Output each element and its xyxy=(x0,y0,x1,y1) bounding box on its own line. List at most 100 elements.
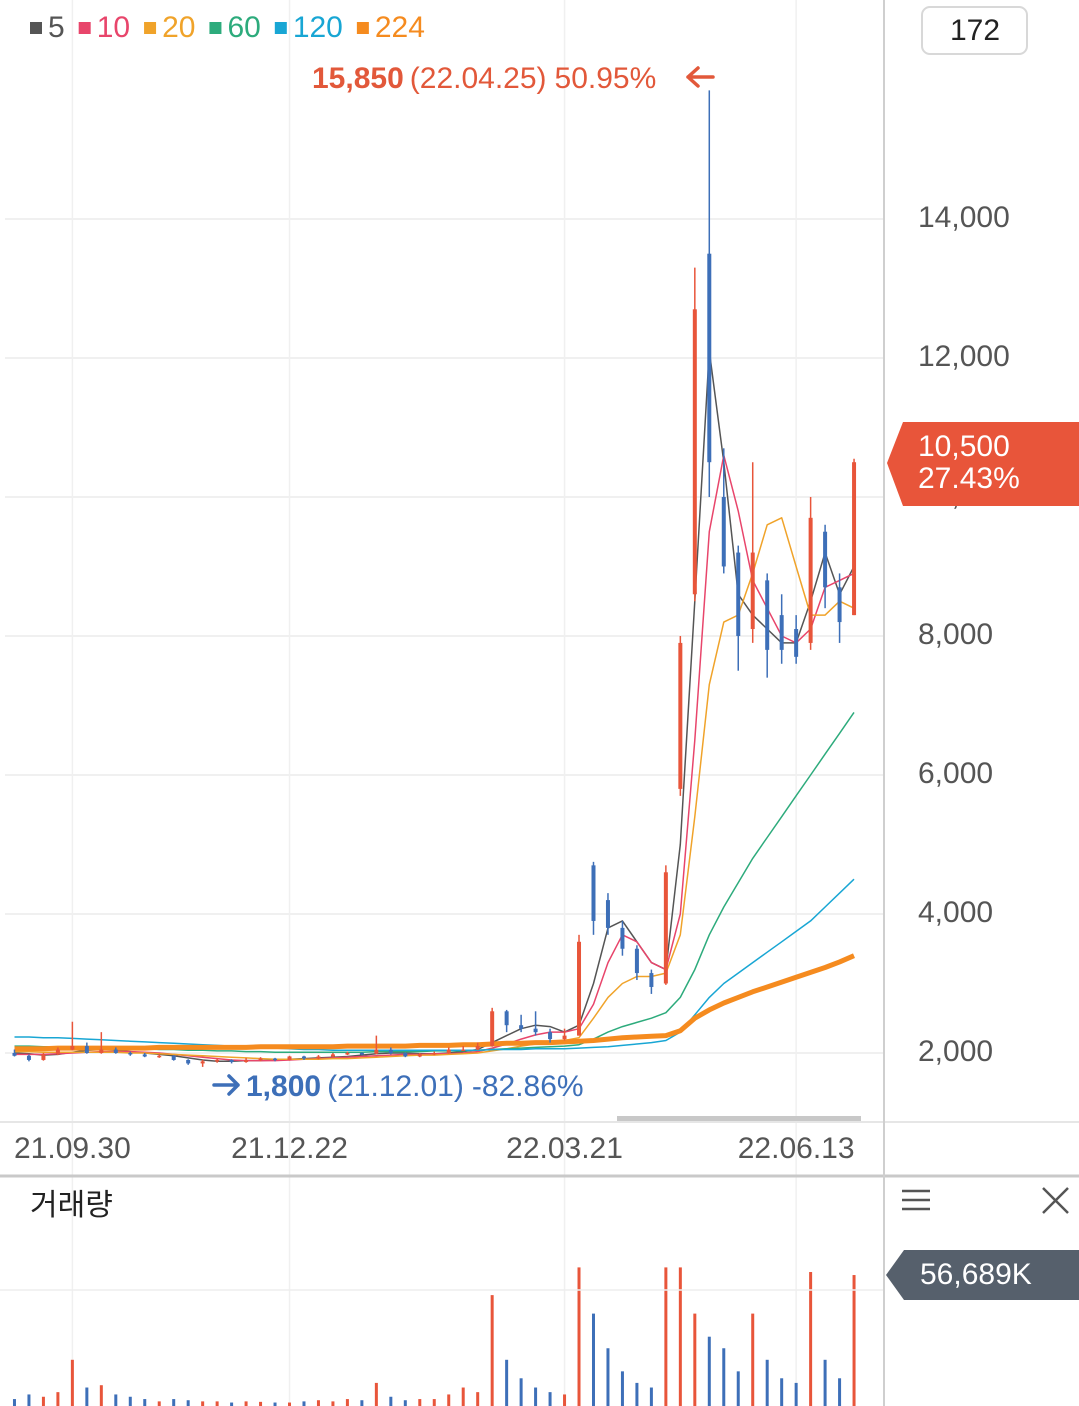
volume-bar xyxy=(302,1401,306,1406)
candle-body xyxy=(823,531,828,588)
candle-body xyxy=(808,517,813,643)
candle-body xyxy=(244,1059,249,1063)
volume-bar xyxy=(765,1359,769,1406)
candle-body xyxy=(620,927,625,949)
legend: 5 10 20 60 120 224 xyxy=(30,11,425,44)
volume-bar xyxy=(707,1336,711,1406)
volume-bar xyxy=(794,1382,798,1406)
candle-body xyxy=(142,1054,147,1057)
volume-bar xyxy=(664,1267,668,1406)
volume-bar xyxy=(244,1401,248,1406)
candle-body xyxy=(215,1059,220,1062)
volume-bar xyxy=(345,1399,349,1406)
candle-body xyxy=(649,973,654,987)
menu-icon[interactable] xyxy=(902,1189,930,1211)
y-tick-label: 12,000 xyxy=(918,340,1010,373)
min-note: 1,800 (21.12.01) -82.86% xyxy=(246,1070,584,1103)
candle-body xyxy=(678,642,683,789)
volume-bar xyxy=(143,1399,147,1406)
volume-bar xyxy=(852,1275,856,1406)
candle-body xyxy=(99,1049,104,1054)
ma-line xyxy=(14,350,855,1063)
candle-body xyxy=(765,580,770,650)
axes: 2,0004,0006,0008,00010,00012,00014,00021… xyxy=(14,201,1010,1165)
y-tick-label: 6,000 xyxy=(918,757,993,790)
candle-body xyxy=(504,1011,509,1026)
volume-bar xyxy=(172,1399,176,1406)
candle-body xyxy=(837,587,842,623)
candle-body xyxy=(84,1046,89,1054)
candle-body xyxy=(12,1053,17,1056)
volume-bar xyxy=(403,1400,407,1406)
candle-body xyxy=(287,1056,292,1060)
legend-swatch xyxy=(356,22,369,34)
candle-body xyxy=(446,1049,451,1054)
scrollbar[interactable] xyxy=(617,1116,861,1122)
min-date: (21.12.01) xyxy=(327,1070,464,1103)
volume-title: 거래량 xyxy=(30,1189,113,1222)
volume-bar xyxy=(230,1402,234,1406)
legend-label: 5 xyxy=(48,11,65,44)
candle-body xyxy=(750,552,755,630)
max-change: 50.95% xyxy=(555,62,657,95)
candle-body xyxy=(852,462,857,616)
max-price: 15,850 xyxy=(312,62,404,95)
y-tick-label: 14,000 xyxy=(918,201,1010,234)
candle-body xyxy=(475,1046,480,1050)
volume-bar xyxy=(41,1396,45,1406)
legend-label: 20 xyxy=(162,11,195,44)
volume-bar xyxy=(461,1387,465,1406)
candle-body xyxy=(591,865,596,921)
candle-body xyxy=(388,1049,393,1054)
candle-body xyxy=(359,1053,364,1055)
candle-body xyxy=(200,1061,205,1064)
max-arrow xyxy=(686,66,715,88)
candle-body xyxy=(157,1055,162,1058)
volume-bar xyxy=(620,1371,624,1406)
candle-body xyxy=(562,1035,567,1040)
volume-bar xyxy=(736,1371,740,1406)
legend-swatch xyxy=(78,22,91,34)
legend-label: 120 xyxy=(293,11,343,44)
close-icon[interactable] xyxy=(1042,1187,1069,1214)
count-button[interactable] xyxy=(921,6,1028,55)
legend-swatch xyxy=(209,22,222,34)
candle-body xyxy=(490,1011,495,1047)
volume-bar xyxy=(157,1401,161,1406)
volume-bar xyxy=(635,1382,639,1406)
candle-body xyxy=(403,1053,408,1057)
candle-body xyxy=(171,1055,176,1060)
price-tag-box xyxy=(887,422,1079,506)
candle-body xyxy=(186,1059,191,1064)
volume-bar xyxy=(780,1378,784,1406)
volume-bar xyxy=(114,1394,118,1406)
volume-bar xyxy=(722,1348,726,1406)
legend-swatch xyxy=(274,22,287,34)
candle-body xyxy=(548,1032,553,1040)
volume-bar xyxy=(577,1267,581,1406)
moving-averages xyxy=(14,350,855,1063)
min-change: -82.86% xyxy=(472,1070,584,1103)
x-tick-label: 22.06.13 xyxy=(738,1132,855,1165)
candle-body xyxy=(634,948,639,974)
legend-label: 10 xyxy=(97,11,130,44)
volume-bar xyxy=(259,1401,263,1406)
price-tag-price: 10,500 xyxy=(918,430,1010,463)
volume-bar xyxy=(751,1313,755,1406)
volume-bar xyxy=(186,1400,190,1406)
candle-body xyxy=(779,615,784,650)
candle-body xyxy=(519,1025,524,1029)
ma-line xyxy=(14,878,855,1051)
ma-line xyxy=(14,517,855,1061)
x-tick-label: 21.12.22 xyxy=(231,1132,348,1165)
candle-body xyxy=(41,1054,46,1060)
price-tag-change: 27.43% xyxy=(918,462,1020,495)
x-tick-label: 22.03.21 xyxy=(506,1132,623,1165)
legend-swatch xyxy=(144,22,157,34)
y-tick-label: 8,000 xyxy=(918,618,993,651)
volume-bar xyxy=(70,1359,74,1406)
volume-bar xyxy=(288,1402,292,1406)
volume-bar xyxy=(693,1313,697,1406)
grid xyxy=(5,0,883,1406)
